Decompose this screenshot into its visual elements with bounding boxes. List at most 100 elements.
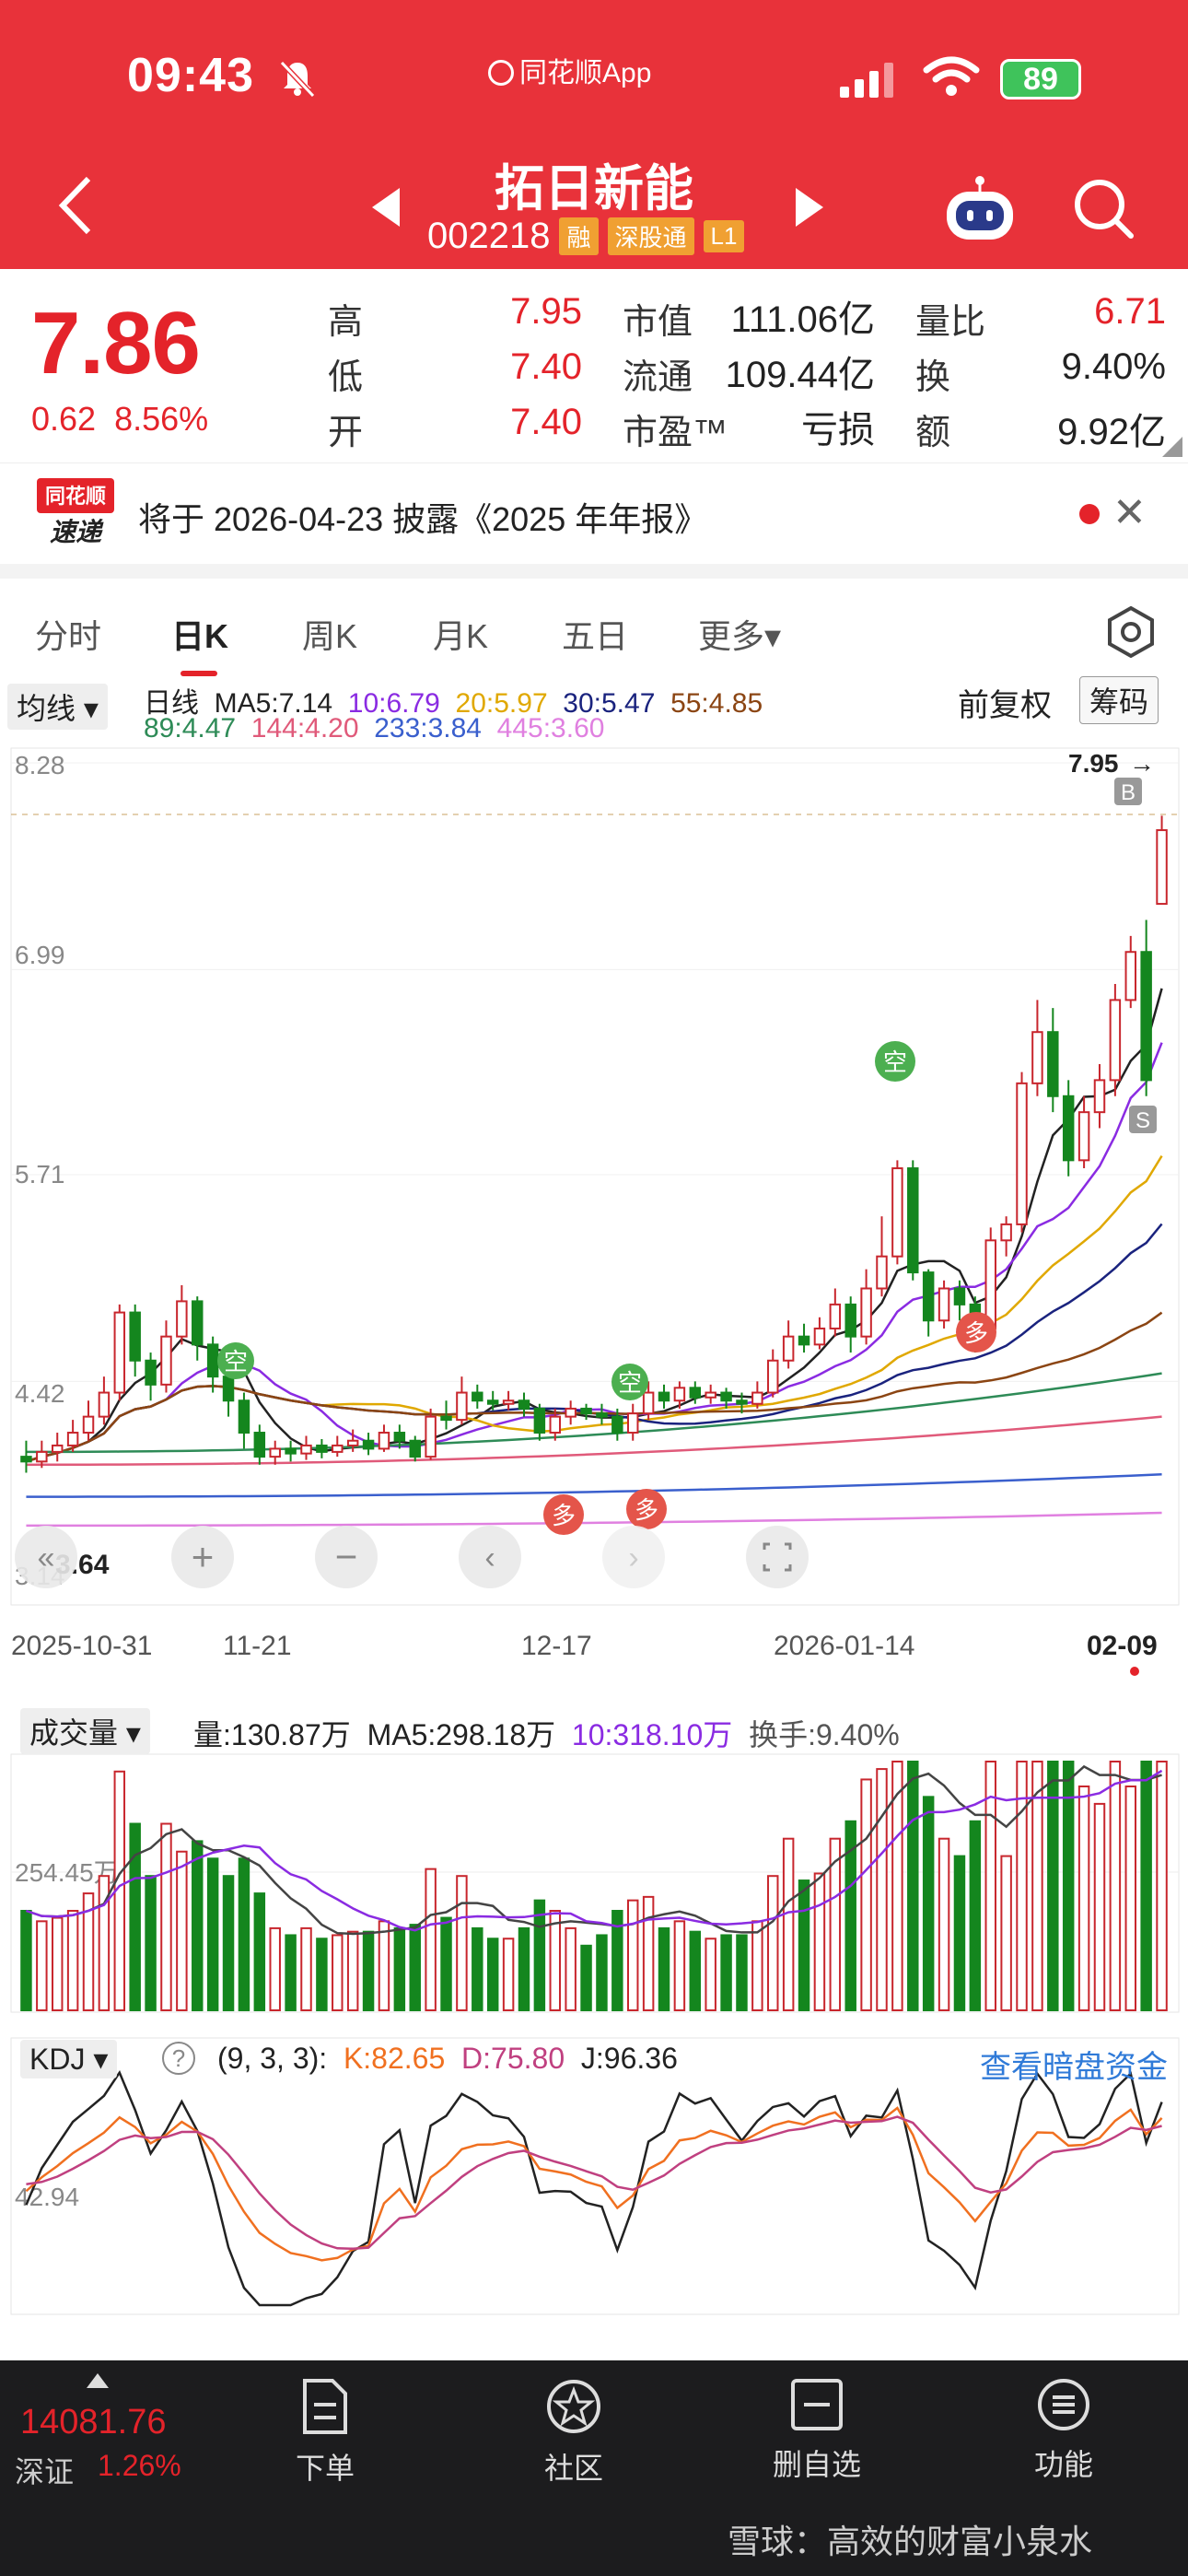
zoom-out-button[interactable] xyxy=(315,1526,378,1588)
pan-right-button[interactable] xyxy=(602,1526,665,1588)
volume-ma10: 10:318.10万 xyxy=(571,1718,733,1751)
high-label: 高 xyxy=(328,303,364,342)
chart-area: 均线 ▾ 日线 MA5:7.14 10:6.79 20:5.97 30:5.47… xyxy=(0,674,1188,2360)
nav-functions[interactable]: 功能 xyxy=(995,2377,1133,2484)
volume-bar-down xyxy=(1140,1761,1152,2011)
candle-down xyxy=(440,1415,452,1422)
app-badge: 同花顺App xyxy=(488,50,651,90)
volume-bar-down xyxy=(192,1840,204,2012)
candle-up xyxy=(829,1303,842,1329)
ai-assistant-icon[interactable] xyxy=(941,173,1019,243)
candle-down xyxy=(129,1311,141,1362)
ma-line xyxy=(26,1473,1162,1498)
tab-five-day[interactable]: 五日 xyxy=(562,617,629,655)
search-icon[interactable] xyxy=(1068,173,1138,243)
nav-community-label: 社区 xyxy=(543,2452,603,2485)
tag-margin: 融 xyxy=(559,217,599,255)
low-value: 7.40 xyxy=(510,346,582,387)
tab-intraday[interactable]: 分时 xyxy=(35,617,102,655)
x-tick-4: 02-09 xyxy=(1087,1631,1158,1661)
volume-bar-up xyxy=(1156,1761,1168,2011)
volume-bar-down xyxy=(736,1934,748,2011)
candle-up xyxy=(782,1335,795,1362)
news-logo-bottom: 速递 xyxy=(50,518,104,546)
volume-bar-up xyxy=(269,1926,281,2012)
back-arrow-icon[interactable] xyxy=(53,173,99,238)
help-icon[interactable]: ? xyxy=(162,2042,195,2075)
tab-daily-k[interactable]: 日K xyxy=(171,617,228,655)
candle-up xyxy=(642,1391,655,1415)
candle-up xyxy=(82,1415,95,1434)
document-icon xyxy=(303,2379,347,2434)
candle-up xyxy=(378,1432,390,1450)
volume-bar-up xyxy=(160,1822,172,2011)
settings-hexagon-icon[interactable] xyxy=(1103,604,1159,660)
chip-button[interactable]: 筹码 xyxy=(1079,676,1159,724)
index-value[interactable]: 14081.76 xyxy=(20,2403,167,2441)
news-logo-icon: 同花顺 速递 xyxy=(37,478,114,546)
ma445-value: 445:3.60 xyxy=(496,713,605,744)
indicator-select[interactable]: 均线 ▾ xyxy=(7,684,108,730)
candle-up xyxy=(891,1167,903,1258)
long-signal-2 xyxy=(626,1489,667,1529)
nav-order[interactable]: 下单 xyxy=(256,2377,394,2488)
kdj-k: K:82.65 xyxy=(343,2042,446,2075)
fullscreen-button[interactable] xyxy=(746,1526,809,1588)
volume-bar-up xyxy=(984,1761,996,2011)
vol-ratio-label: 量比 xyxy=(915,303,986,342)
volume-bar-down xyxy=(362,1930,375,2012)
candle-down xyxy=(222,1376,235,1402)
pan-left-button[interactable] xyxy=(459,1526,521,1588)
next-stock-icon[interactable] xyxy=(790,186,827,228)
tab-weekly-k[interactable]: 周K xyxy=(302,617,358,655)
kdj-select[interactable]: KDJ ▾ xyxy=(20,2040,118,2078)
ma89-value: 89:4.47 xyxy=(144,713,237,744)
close-icon[interactable]: ✕ xyxy=(1112,490,1147,535)
stock-code: 002218 xyxy=(427,216,551,256)
volume-bar-up xyxy=(300,1926,312,2012)
index-name: 深证 xyxy=(15,2455,75,2488)
kline-chart[interactable]: 8.28 6.99 5.71 4.42 3.14 7.95 → 3.64 空 空… xyxy=(0,674,1188,2360)
volume-bar-up xyxy=(332,1934,344,2011)
ma-line xyxy=(26,1511,1162,1528)
news-banner[interactable]: 同花顺 速递 将于 2026-04-23 披露《2025 年年报》 ✕ xyxy=(0,463,1188,564)
tab-monthly-k[interactable]: 月K xyxy=(433,617,489,655)
volume-select[interactable]: 成交量 ▾ xyxy=(20,1708,150,1754)
candle-down xyxy=(720,1391,732,1402)
candle-up xyxy=(565,1407,577,1418)
candle-up xyxy=(938,1287,950,1322)
news-text[interactable]: 将于 2026-04-23 披露《2025 年年报》 xyxy=(138,500,708,538)
nav-order-label: 下单 xyxy=(295,2452,355,2485)
volume-bar-down xyxy=(953,1855,966,2011)
up-arrow-icon xyxy=(87,2373,109,2388)
candle-down xyxy=(316,1444,328,1453)
app-name: 同花顺App xyxy=(519,58,652,88)
app-header: 09:43 同花顺App 89 拓日新能 002218 融 深股通 L1 xyxy=(0,0,1188,269)
high-value: 7.95 xyxy=(510,291,582,332)
tab-more[interactable]: 更多▾ xyxy=(698,617,782,655)
ma20-value: 20:5.97 xyxy=(455,688,548,719)
double-left-icon: « xyxy=(38,1540,55,1575)
volume-bar-up xyxy=(1031,1761,1043,2011)
adjust-mode[interactable]: 前复权 xyxy=(958,688,1052,723)
candle-up xyxy=(876,1255,888,1290)
candle-down xyxy=(658,1391,670,1402)
candle-up xyxy=(767,1359,779,1394)
expand-corner-icon[interactable] xyxy=(1162,437,1182,457)
collapse-left-button[interactable] xyxy=(15,1526,77,1588)
ma30-value: 30:5.47 xyxy=(563,688,656,719)
nav-remove-watchlist[interactable]: 删自选 xyxy=(748,2377,886,2484)
volume-bar-down xyxy=(533,1899,546,2012)
nav-community[interactable]: 社区 xyxy=(505,2377,643,2488)
prev-stock-icon[interactable] xyxy=(368,186,405,228)
volume-bar-up xyxy=(66,1910,79,2011)
candle-down xyxy=(533,1407,546,1434)
volume-bar-up xyxy=(1077,1786,1090,2011)
kline-x-axis: 2025-10-31 11-21 12-17 2026-01-14 02-09 xyxy=(11,1631,1158,1676)
zoom-in-button[interactable] xyxy=(171,1526,234,1588)
ma-line xyxy=(26,1372,1162,1454)
kline-grid xyxy=(11,762,1179,1382)
volume-bar-down xyxy=(611,1910,623,2011)
y-tick-2: 5.71 xyxy=(15,1160,65,1188)
dark-pool-link[interactable]: 查看暗盘资金 xyxy=(980,2050,1168,2085)
